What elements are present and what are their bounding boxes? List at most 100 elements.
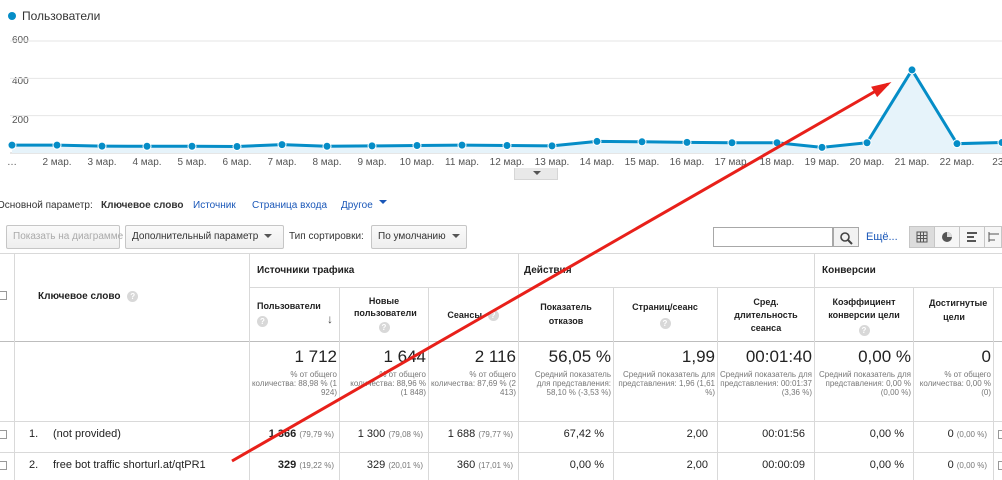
total-value: 0,00 %: [858, 347, 911, 366]
cell-sessions: 360 (17,01 %): [430, 459, 513, 471]
total-value: 1,99: [681, 347, 715, 366]
more-options-link[interactable]: Ещё...: [866, 231, 898, 243]
data-point[interactable]: [97, 141, 107, 151]
x-tick-label: 5 мар.: [177, 157, 207, 168]
data-point[interactable]: [457, 140, 467, 150]
row-checkbox-right[interactable]: [998, 430, 1002, 439]
data-point[interactable]: [727, 138, 737, 148]
data-point[interactable]: [997, 138, 1002, 148]
chart-collapse-toggle[interactable]: [514, 168, 558, 180]
data-point[interactable]: [502, 141, 512, 151]
total-subtext: % от общего количества: 88,98 % (1 924): [251, 370, 337, 397]
help-icon[interactable]: ?: [378, 322, 390, 333]
cell-duration: 00:01:56: [762, 428, 805, 440]
users-line-chart[interactable]: [0, 0, 1002, 160]
x-tick-label: 16 мар.: [669, 157, 705, 168]
keyword-column-header[interactable]: Ключевое слово ?: [38, 291, 139, 302]
total-value: 2 116: [474, 347, 516, 366]
cell-percent: (0,00 %): [956, 430, 987, 439]
sort-descending-icon: ↓: [327, 312, 333, 326]
cell-percent: (0,00 %): [956, 461, 987, 470]
help-icon[interactable]: ?: [127, 291, 139, 302]
sort-type-label: Тип сортировки:: [289, 231, 364, 242]
y-tick-label: 200: [12, 115, 29, 126]
performance-view-button[interactable]: [959, 226, 985, 248]
data-point[interactable]: [277, 140, 287, 150]
column-header-avg-session-duration[interactable]: Сред. длительность сеанса: [721, 296, 811, 335]
x-tick-label: 20 мар.: [849, 157, 885, 168]
cell-pages: 2,00: [686, 459, 708, 471]
series-line: [12, 67, 1002, 149]
select-all-checkbox[interactable]: [0, 291, 7, 300]
data-point[interactable]: [7, 140, 17, 150]
row-checkbox-right[interactable]: [998, 461, 1002, 470]
help-icon[interactable]: ?: [257, 316, 268, 327]
x-tick-label: 18 мар.: [759, 157, 795, 168]
dimension-keyword-active[interactable]: Ключевое слово: [101, 200, 184, 211]
row-checkbox[interactable]: [0, 461, 7, 470]
data-point[interactable]: [862, 138, 872, 148]
data-point[interactable]: [772, 138, 782, 148]
group-header-conversions: Конверсии: [822, 265, 876, 276]
x-tick-label: …: [7, 157, 17, 168]
column-header-goal-conversion-rate[interactable]: Коэффициент конверсии цели ?: [817, 296, 911, 336]
data-point[interactable]: [907, 65, 917, 75]
pie-view-button[interactable]: [934, 226, 960, 248]
column-header-sessions[interactable]: Сеансы ?: [432, 309, 514, 321]
data-point[interactable]: [367, 141, 377, 151]
cell-value: 0: [947, 459, 954, 471]
data-point[interactable]: [412, 141, 422, 151]
cell-conv: 0,00 %: [869, 459, 904, 471]
data-point[interactable]: [142, 141, 152, 151]
chevron-down-icon: [378, 200, 387, 204]
data-point[interactable]: [637, 137, 647, 147]
data-point[interactable]: [232, 141, 242, 151]
search-button[interactable]: [833, 227, 859, 247]
x-tick-label: 19 мар.: [804, 157, 840, 168]
column-header-avg-session-duration-label: Сред. длительность сеанса: [734, 297, 798, 333]
cell-bounce: 0,00 %: [569, 459, 604, 471]
cell-value: 0: [947, 428, 954, 440]
data-point[interactable]: [52, 140, 62, 150]
column-header-users[interactable]: Пользователи ? ↓: [251, 300, 337, 327]
table-search-input[interactable]: [713, 227, 833, 247]
comparison-icon: [988, 232, 999, 242]
secondary-dimension-dropdown[interactable]: Дополнительный параметр: [125, 225, 284, 249]
column-header-users-label: Пользователи: [257, 301, 321, 311]
data-point[interactable]: [187, 141, 197, 151]
data-point[interactable]: [682, 137, 692, 147]
total-subtext: % от общего количества: 87,69 % (2 413): [430, 370, 516, 397]
data-point[interactable]: [322, 141, 332, 151]
data-point[interactable]: [547, 141, 557, 151]
x-tick-label: 4 мар.: [132, 157, 162, 168]
x-tick-label: 17 мар.: [714, 157, 750, 168]
dimension-other-dropdown[interactable]: Другое: [341, 200, 387, 211]
data-table: Ключевое слово ? Источники трафика Дейст…: [0, 253, 1002, 480]
keyword-link[interactable]: free bot traffic shorturl.at/qtPR1: [53, 459, 206, 471]
help-icon[interactable]: ?: [659, 318, 671, 329]
help-icon[interactable]: ?: [858, 325, 870, 336]
column-header-bounce-rate[interactable]: Показатель отказов: [522, 300, 610, 328]
column-header-new-users[interactable]: Новые пользователи ?: [343, 295, 425, 333]
data-point[interactable]: [592, 136, 602, 146]
cell-new-users: 329 (20,01 %): [341, 459, 423, 471]
sort-type-dropdown[interactable]: По умолчанию: [371, 225, 467, 249]
comparison-view-button[interactable]: [984, 226, 1002, 248]
cell-percent: (79,08 %): [388, 430, 423, 439]
table-view-button[interactable]: [909, 226, 935, 248]
y-tick-label: 400: [12, 76, 29, 87]
column-header-pages-per-session[interactable]: Страниц/сеанс ?: [617, 301, 713, 329]
column-header-goal-completions[interactable]: Достигнутые цели: [916, 296, 992, 324]
data-point[interactable]: [952, 139, 962, 149]
row-checkbox[interactable]: [0, 430, 7, 439]
dimension-other-label: Другое: [341, 200, 373, 211]
help-icon[interactable]: ?: [487, 310, 499, 321]
plot-rows-button[interactable]: Показать на диаграмме: [6, 225, 123, 249]
keyword-link[interactable]: (not provided): [53, 428, 121, 440]
total-value: 0: [981, 347, 991, 366]
group-header-behavior: Действия: [524, 265, 572, 276]
data-point[interactable]: [817, 142, 827, 152]
dimension-source-link[interactable]: Источник: [193, 200, 236, 211]
x-tick-label: 10 мар.: [399, 157, 435, 168]
dimension-landing-page-link[interactable]: Страница входа: [252, 200, 328, 211]
